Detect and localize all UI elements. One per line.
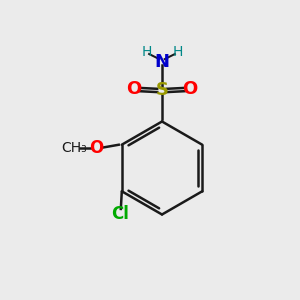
Text: H: H <box>141 46 152 59</box>
Text: Cl: Cl <box>111 205 129 223</box>
Text: O: O <box>89 139 103 157</box>
Text: CH₃: CH₃ <box>61 141 87 155</box>
Text: O: O <box>182 80 197 98</box>
Text: O: O <box>127 80 142 98</box>
Text: S: S <box>155 81 169 99</box>
Text: N: N <box>154 52 169 70</box>
Text: H: H <box>172 46 183 59</box>
